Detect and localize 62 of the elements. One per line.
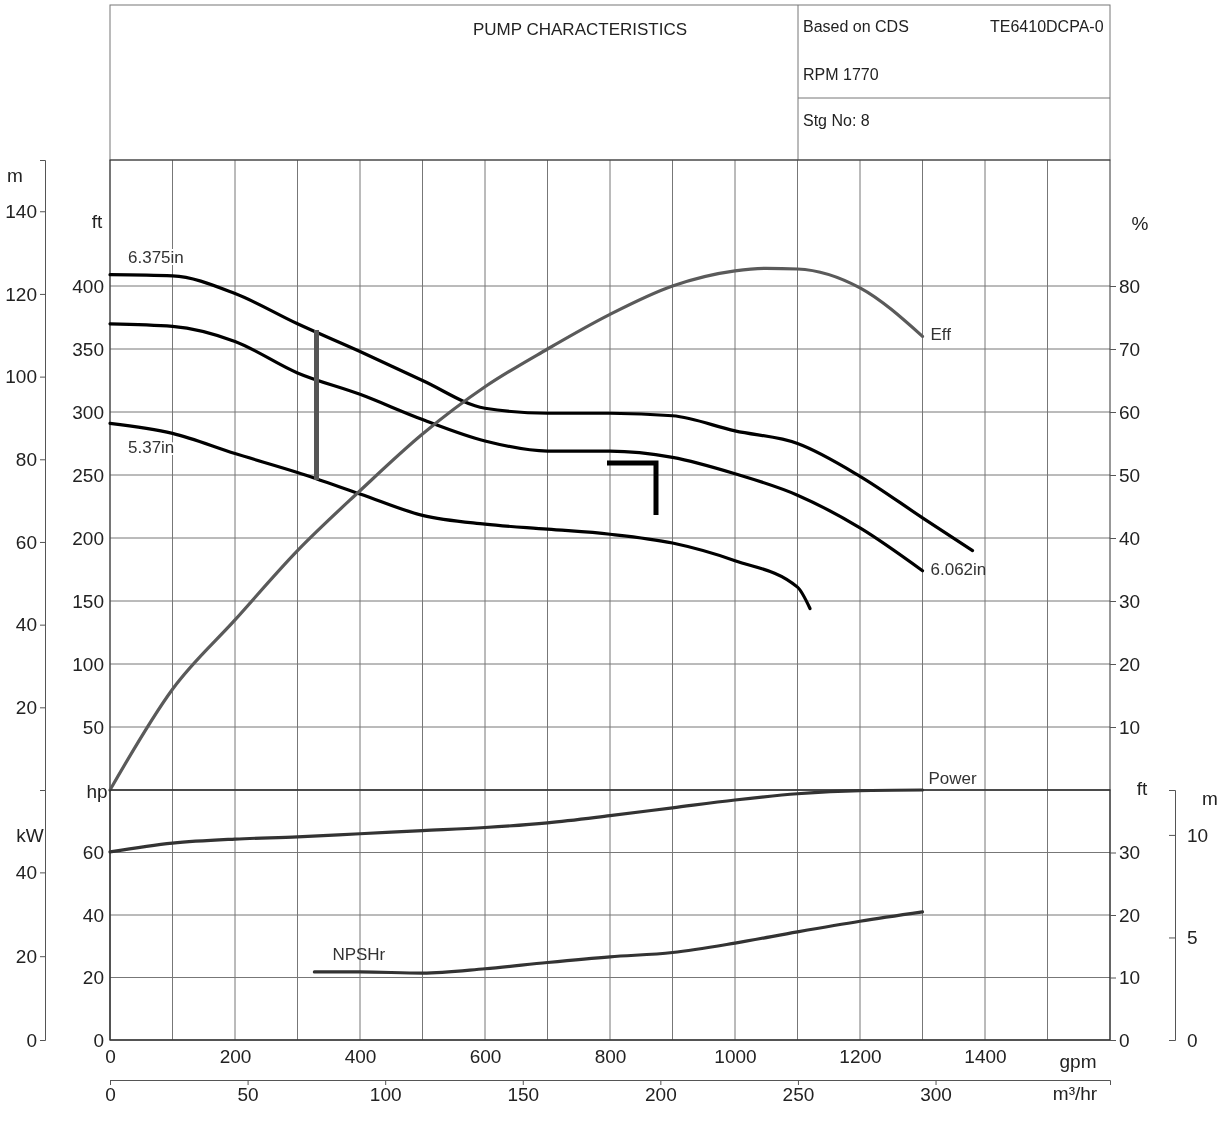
y-axis-title: hp bbox=[86, 781, 108, 802]
series-label: Power bbox=[928, 769, 978, 788]
y-tick-label: 20 bbox=[1119, 904, 1141, 926]
text: RPM 1770 bbox=[803, 66, 879, 83]
y-tick-label: 0 bbox=[1119, 1029, 1130, 1051]
y2-tick-label: 40 bbox=[15, 861, 37, 883]
y2-tick-label: 70 bbox=[1119, 338, 1141, 360]
y-tick-label: 0 bbox=[93, 1029, 104, 1051]
y2-axis-title: % bbox=[1131, 213, 1149, 234]
x-tick-label: 1200 bbox=[839, 1046, 882, 1068]
y-tick-label: 250 bbox=[72, 464, 104, 486]
y-axis-title: ft bbox=[1136, 778, 1148, 799]
x2-tick-label: 150 bbox=[507, 1084, 540, 1106]
y-tick-label: 50 bbox=[82, 716, 104, 738]
y3-tick-label: 60 bbox=[15, 531, 37, 553]
y-tick-label: 10 bbox=[1119, 967, 1141, 989]
y-tick-label: 400 bbox=[72, 275, 104, 297]
y-axis-title: ft bbox=[91, 211, 103, 232]
x-tick-label: 600 bbox=[469, 1046, 502, 1068]
y-tick-label: 300 bbox=[72, 401, 104, 423]
text: TE6410DCPA-0 bbox=[990, 18, 1104, 35]
y-tick-label: 60 bbox=[82, 842, 104, 864]
x-tick-label: 400 bbox=[344, 1046, 377, 1068]
x2-tick-label: 250 bbox=[782, 1084, 815, 1106]
y3-tick-label: 120 bbox=[5, 283, 37, 305]
y2-axis-title: kW bbox=[16, 825, 44, 846]
y-tick-label: 30 bbox=[1119, 842, 1141, 864]
y3-tick-label: 140 bbox=[5, 200, 37, 222]
y3-tick-label: 20 bbox=[15, 696, 37, 718]
y2-tick-label: 10 bbox=[1187, 824, 1209, 846]
x-tick-label: 800 bbox=[594, 1046, 627, 1068]
y2-tick-label: 80 bbox=[1119, 275, 1141, 297]
y3-tick-label: 40 bbox=[15, 614, 37, 636]
series-label: NPSHr bbox=[332, 944, 386, 964]
x-tick-label: 1000 bbox=[714, 1046, 757, 1068]
y-tick-label: 100 bbox=[72, 653, 104, 675]
x-tick-label: 200 bbox=[219, 1046, 252, 1068]
x-axis-title: gpm bbox=[1059, 1051, 1097, 1072]
x2-tick-label: 300 bbox=[920, 1084, 952, 1106]
text: Based on CDS bbox=[803, 18, 909, 35]
x2-tick-label: 200 bbox=[645, 1084, 677, 1106]
x2-tick-label: 100 bbox=[369, 1084, 402, 1106]
y2-tick-label: 0 bbox=[26, 1029, 37, 1051]
series-label: Eff bbox=[930, 325, 952, 345]
y3-tick-label: 80 bbox=[15, 448, 37, 470]
y3-tick-label: 100 bbox=[5, 366, 37, 388]
y3-axis-title: m bbox=[7, 165, 23, 186]
y2-tick-label: 5 bbox=[1187, 927, 1198, 949]
y2-tick-label: 0 bbox=[1187, 1029, 1198, 1051]
series-label: 6.062in bbox=[930, 559, 987, 579]
y-tick-label: 40 bbox=[82, 904, 104, 926]
y2-tick-label: 20 bbox=[15, 945, 37, 967]
y-tick-label: 200 bbox=[72, 527, 104, 549]
x2-axis-title: m³/hr bbox=[1052, 1083, 1098, 1104]
x-tick-label: 1400 bbox=[964, 1046, 1007, 1068]
y2-axis-title: m bbox=[1202, 788, 1218, 809]
y-tick-label: 150 bbox=[72, 590, 104, 612]
y-tick-label: 350 bbox=[72, 338, 104, 360]
chart-title: PUMP CHARACTERISTICS bbox=[472, 20, 688, 39]
y-tick-label: 20 bbox=[82, 967, 104, 989]
x2-tick-label: 50 bbox=[237, 1084, 259, 1106]
text: Stg No: 8 bbox=[803, 112, 870, 129]
